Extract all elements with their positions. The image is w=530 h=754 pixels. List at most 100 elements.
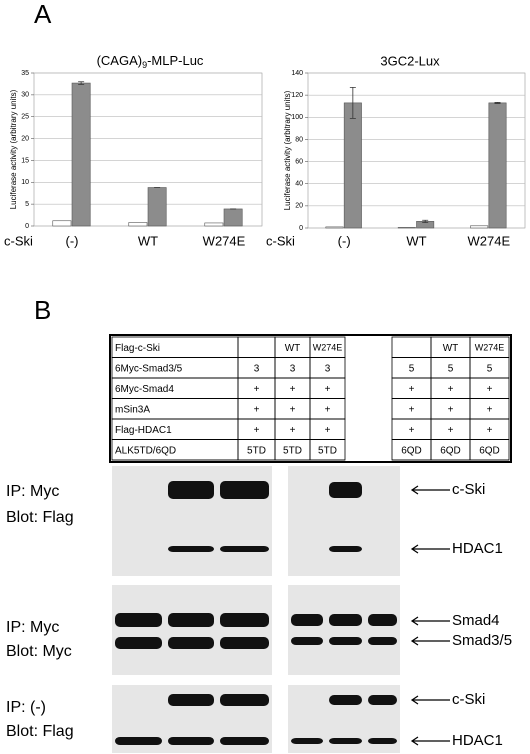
y-tick-label: 10 bbox=[21, 179, 29, 186]
row-label: 6Myc-Smad3/5 bbox=[115, 363, 183, 374]
blot-band bbox=[329, 695, 362, 705]
blot-band bbox=[115, 737, 162, 745]
bar bbox=[343, 102, 362, 229]
marker-arrow bbox=[410, 736, 450, 746]
row-label: Flag-c-Ski bbox=[115, 343, 160, 354]
blot-band bbox=[168, 546, 214, 552]
blot-label: Blot: Flag bbox=[6, 723, 74, 740]
error-bar bbox=[78, 81, 85, 85]
table-cell-text: WT bbox=[443, 343, 459, 354]
table-cell-text: 6QD bbox=[440, 445, 461, 456]
blot-band bbox=[329, 738, 362, 744]
blot-label: IP: Myc bbox=[6, 619, 59, 636]
blot-band bbox=[329, 614, 362, 626]
y-tick-label: 0 bbox=[299, 225, 303, 232]
table-frame bbox=[109, 334, 512, 463]
bar bbox=[128, 222, 148, 227]
marker-arrow bbox=[410, 544, 450, 554]
x-tick-label: WT bbox=[138, 233, 158, 248]
table-cell-text: + bbox=[290, 404, 296, 415]
y-tick-label: 20 bbox=[295, 203, 303, 210]
blot-label: IP: (-) bbox=[6, 699, 46, 716]
blot-band bbox=[368, 738, 397, 744]
panel-label: B bbox=[34, 295, 51, 325]
table-cell bbox=[469, 439, 510, 461]
error-bar bbox=[494, 101, 501, 104]
table-cell-text: 5TD bbox=[283, 445, 302, 456]
table-cell-text: + bbox=[254, 404, 260, 415]
chart-title: 3GC2-Lux bbox=[380, 53, 440, 68]
table-cell-text: 5TD bbox=[318, 445, 337, 456]
blot-band bbox=[329, 546, 362, 552]
marker-label: c-Ski bbox=[452, 691, 485, 708]
table-cell-text: + bbox=[254, 425, 260, 436]
chart-title: (CAGA)9-MLP-Luc bbox=[97, 53, 204, 70]
blot-band bbox=[220, 694, 269, 706]
blot-band bbox=[168, 737, 214, 745]
marker-arrow bbox=[410, 695, 450, 705]
table-cell-text: + bbox=[325, 384, 331, 395]
table-cell-text: 5 bbox=[448, 363, 454, 374]
table-cell-text: + bbox=[409, 404, 415, 415]
blot-band bbox=[115, 637, 162, 649]
error-bar bbox=[422, 219, 429, 223]
blot-label: Blot: Flag bbox=[6, 509, 74, 526]
marker-label: HDAC1 bbox=[452, 540, 503, 557]
y-tick-label: 25 bbox=[21, 114, 29, 121]
blot-band bbox=[220, 737, 269, 745]
blot-label: IP: Myc bbox=[6, 483, 59, 500]
table-cell-text: 6QD bbox=[479, 445, 500, 456]
y-tick-label: 80 bbox=[295, 136, 303, 143]
marker-label: HDAC1 bbox=[452, 732, 503, 749]
table-cell-text: + bbox=[409, 384, 415, 395]
panel-label: A bbox=[34, 0, 52, 29]
table-cell-text: WT bbox=[285, 343, 301, 354]
y-tick-label: 35 bbox=[21, 70, 29, 77]
blot-band bbox=[168, 481, 214, 499]
table-cell-text: + bbox=[325, 404, 331, 415]
blot-band bbox=[368, 637, 397, 645]
table-cell-text: + bbox=[448, 425, 454, 436]
bar bbox=[223, 208, 243, 227]
table-cell-text: + bbox=[290, 384, 296, 395]
blot-band bbox=[368, 614, 397, 626]
error-bar bbox=[349, 86, 356, 119]
title-part: 9 bbox=[142, 60, 147, 70]
table-cell-text: + bbox=[448, 404, 454, 415]
x-axis-label: c-Ski bbox=[4, 233, 33, 248]
row-label: 6Myc-Smad4 bbox=[115, 384, 174, 395]
y-tick-label: 60 bbox=[295, 158, 303, 165]
table-cell-text: + bbox=[325, 425, 331, 436]
marker-arrow bbox=[410, 616, 450, 626]
table-cell-text: 6QD bbox=[401, 445, 422, 456]
y-tick-label: 30 bbox=[21, 92, 29, 99]
table-cell-text: 3 bbox=[325, 363, 331, 374]
y-tick-label: 40 bbox=[295, 181, 303, 188]
table-cell-text: + bbox=[409, 425, 415, 436]
blot-band bbox=[220, 613, 269, 627]
blot-band bbox=[291, 614, 323, 626]
blot-band bbox=[220, 481, 269, 499]
blot-band bbox=[220, 546, 269, 552]
marker-label: Smad3/5 bbox=[452, 632, 512, 649]
bar bbox=[488, 102, 507, 229]
title-part: (CAGA) bbox=[97, 53, 143, 68]
x-tick-label: WT bbox=[406, 233, 426, 248]
bar bbox=[147, 187, 167, 227]
blot-band bbox=[329, 637, 362, 645]
blot-label: Blot: Myc bbox=[6, 643, 72, 660]
title-part: -MLP-Luc bbox=[147, 53, 204, 68]
bar bbox=[325, 226, 344, 229]
blot-band bbox=[368, 695, 397, 705]
marker-arrow bbox=[410, 485, 450, 495]
y-tick-label: 120 bbox=[291, 92, 303, 99]
x-axis-label: c-Ski bbox=[266, 233, 295, 248]
y-tick-label: 5 bbox=[25, 201, 29, 208]
x-tick-label: (-) bbox=[66, 233, 79, 248]
blot-image bbox=[112, 585, 272, 675]
table-cell-text: + bbox=[290, 425, 296, 436]
y-tick-label: 0 bbox=[25, 223, 29, 230]
row-label: ALK5TD/6QD bbox=[115, 445, 176, 456]
y-tick-label: 20 bbox=[21, 135, 29, 142]
